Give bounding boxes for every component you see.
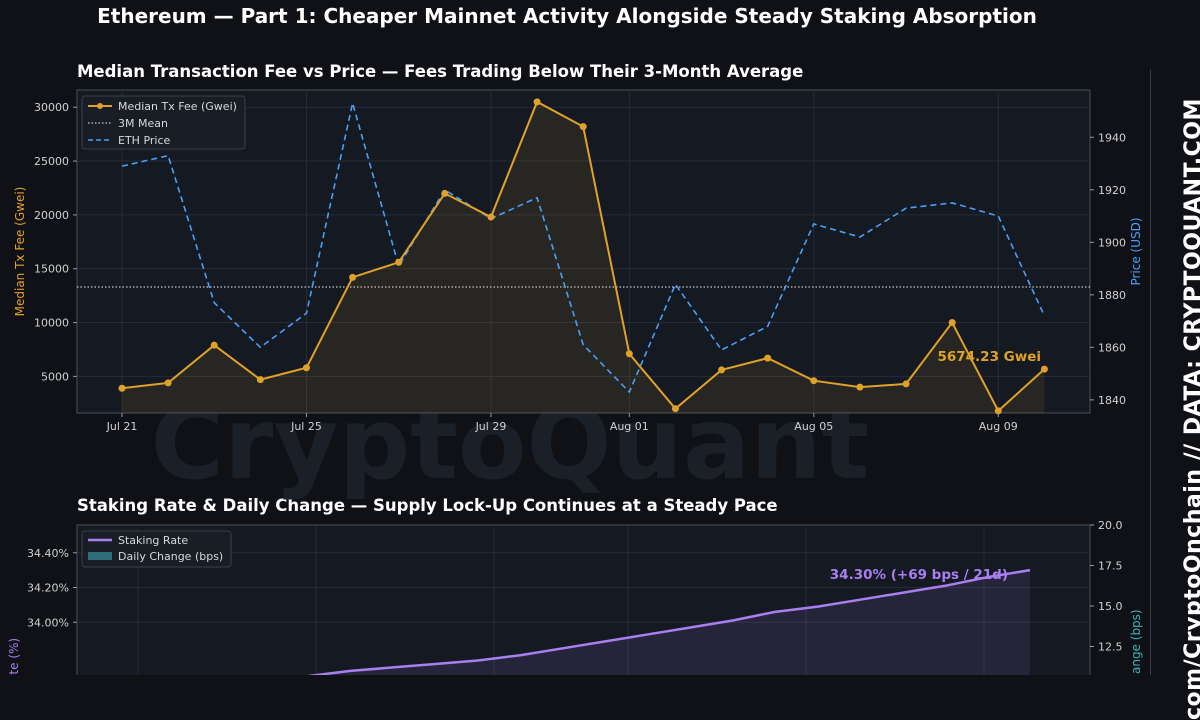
fee-point <box>671 405 679 413</box>
price-y-tick-label: 1940 <box>1098 131 1126 144</box>
fee-point <box>441 189 449 197</box>
fee-latest-annotation: 5674.23 Gwei <box>937 349 1041 365</box>
fee-x-tick-label: Aug 01 <box>610 420 649 433</box>
fee-point <box>764 354 772 362</box>
bps-y-tick-label: 20.0 <box>1098 519 1123 532</box>
fee-point <box>118 384 126 392</box>
fee-point <box>533 98 541 106</box>
fee-point <box>856 383 864 391</box>
fee-y-tick-label: 20000 <box>34 209 69 222</box>
fee-y-axis-label: Median Tx Fee (Gwei) <box>13 187 27 317</box>
fee-point <box>948 319 956 327</box>
fee-point <box>994 407 1002 415</box>
fee-area-fill <box>122 101 1045 414</box>
fee-legend-label: ETH Price <box>118 134 171 147</box>
legend-fee-marker <box>97 103 103 109</box>
fee-price-chart: 5000 10000 15000 20000 25000 30000 1840 1860 188… <box>13 89 1143 433</box>
fee-y-tick-label: 25000 <box>34 155 69 168</box>
fee-point <box>164 379 172 387</box>
fee-legend-label: Median Tx Fee (Gwei) <box>118 100 237 113</box>
fee-point <box>487 213 495 221</box>
fee-point <box>395 258 403 266</box>
bps-y-tick-label: 15.0 <box>1098 600 1123 613</box>
fee-plot-area <box>76 89 1091 414</box>
fee-x-tick-label: Jul 25 <box>290 420 322 433</box>
price-y-tick-label: 1880 <box>1098 289 1126 302</box>
fee-x-tick-label: Aug 05 <box>794 420 833 433</box>
bps-y-axis-label: Change (bps) <box>1129 609 1143 675</box>
fee-point <box>302 364 310 372</box>
staking-latest-annotation: 34.30% (+69 bps / 21d) <box>830 567 1008 583</box>
bps-y-tick-label: 12.5 <box>1098 641 1123 654</box>
staking-y-axis-label: Rate (%) <box>7 638 21 675</box>
fee-point <box>718 366 726 374</box>
staking-chart-title: Staking Rate & Daily Change — Supply Loc… <box>77 496 778 515</box>
fee-x-tick-label: Jul 21 <box>106 420 138 433</box>
fee-y-tick-label: 30000 <box>34 101 69 114</box>
fee-y-tick-label: 15000 <box>34 263 69 276</box>
fee-point <box>902 380 910 388</box>
staking-legend-label: Staking Rate <box>118 534 188 547</box>
fee-point <box>625 350 633 358</box>
staking-y-tick-label: 34.40% <box>27 547 69 560</box>
staking-legend-label: Daily Change (bps) <box>118 550 223 563</box>
fee-x-tick-label: Jul 29 <box>475 420 507 433</box>
sidebar-divider <box>1150 70 1151 675</box>
legend-daily-change-swatch <box>88 552 112 560</box>
source-credit: com/CryptoOnchain // DATA: CRYPTOQUANT.C… <box>1181 98 1200 720</box>
fee-point <box>256 376 264 384</box>
price-y-tick-label: 1860 <box>1098 341 1126 354</box>
fee-y-tick-label: 5000 <box>41 370 69 383</box>
fee-legend-box <box>81 95 246 150</box>
bps-y-tick-label: 17.5 <box>1098 560 1123 573</box>
fee-point <box>1040 365 1048 373</box>
fee-legend-label: 3M Mean <box>118 117 168 130</box>
fee-point <box>810 377 818 385</box>
staking-legend-box <box>81 530 232 568</box>
fee-chart-title: Median Transaction Fee vs Price — Fees T… <box>77 62 804 81</box>
staking-plot-area <box>76 524 1091 675</box>
fee-x-tick-label: Aug 09 <box>979 420 1018 433</box>
fee-point <box>210 341 218 349</box>
staking-chart: 34.00% 34.20% 34.40% 12.5 15.0 17.5 20.0 Rate (… <box>7 519 1143 675</box>
fee-y-tick-label: 10000 <box>34 317 69 330</box>
staking-y-tick-label: 34.00% <box>27 616 69 629</box>
main-title: Ethereum — Part 1: Cheaper Mainnet Activ… <box>97 4 1037 28</box>
staking-y-tick-label: 34.20% <box>27 582 69 595</box>
charts-canvas: CryptoQuant 5000100001500020000250003000… <box>7 89 1143 675</box>
eth-price-line <box>121 102 1046 394</box>
fee-point <box>349 273 357 281</box>
staking-area-fill <box>316 570 1030 675</box>
price-y-tick-label: 1920 <box>1098 184 1126 197</box>
price-y-axis-label: Price (USD) <box>1129 217 1143 285</box>
price-y-tick-label: 1900 <box>1098 236 1126 249</box>
staking-rate-line <box>306 568 1031 675</box>
price-y-tick-label: 1840 <box>1098 394 1126 407</box>
fee-point <box>579 123 587 131</box>
